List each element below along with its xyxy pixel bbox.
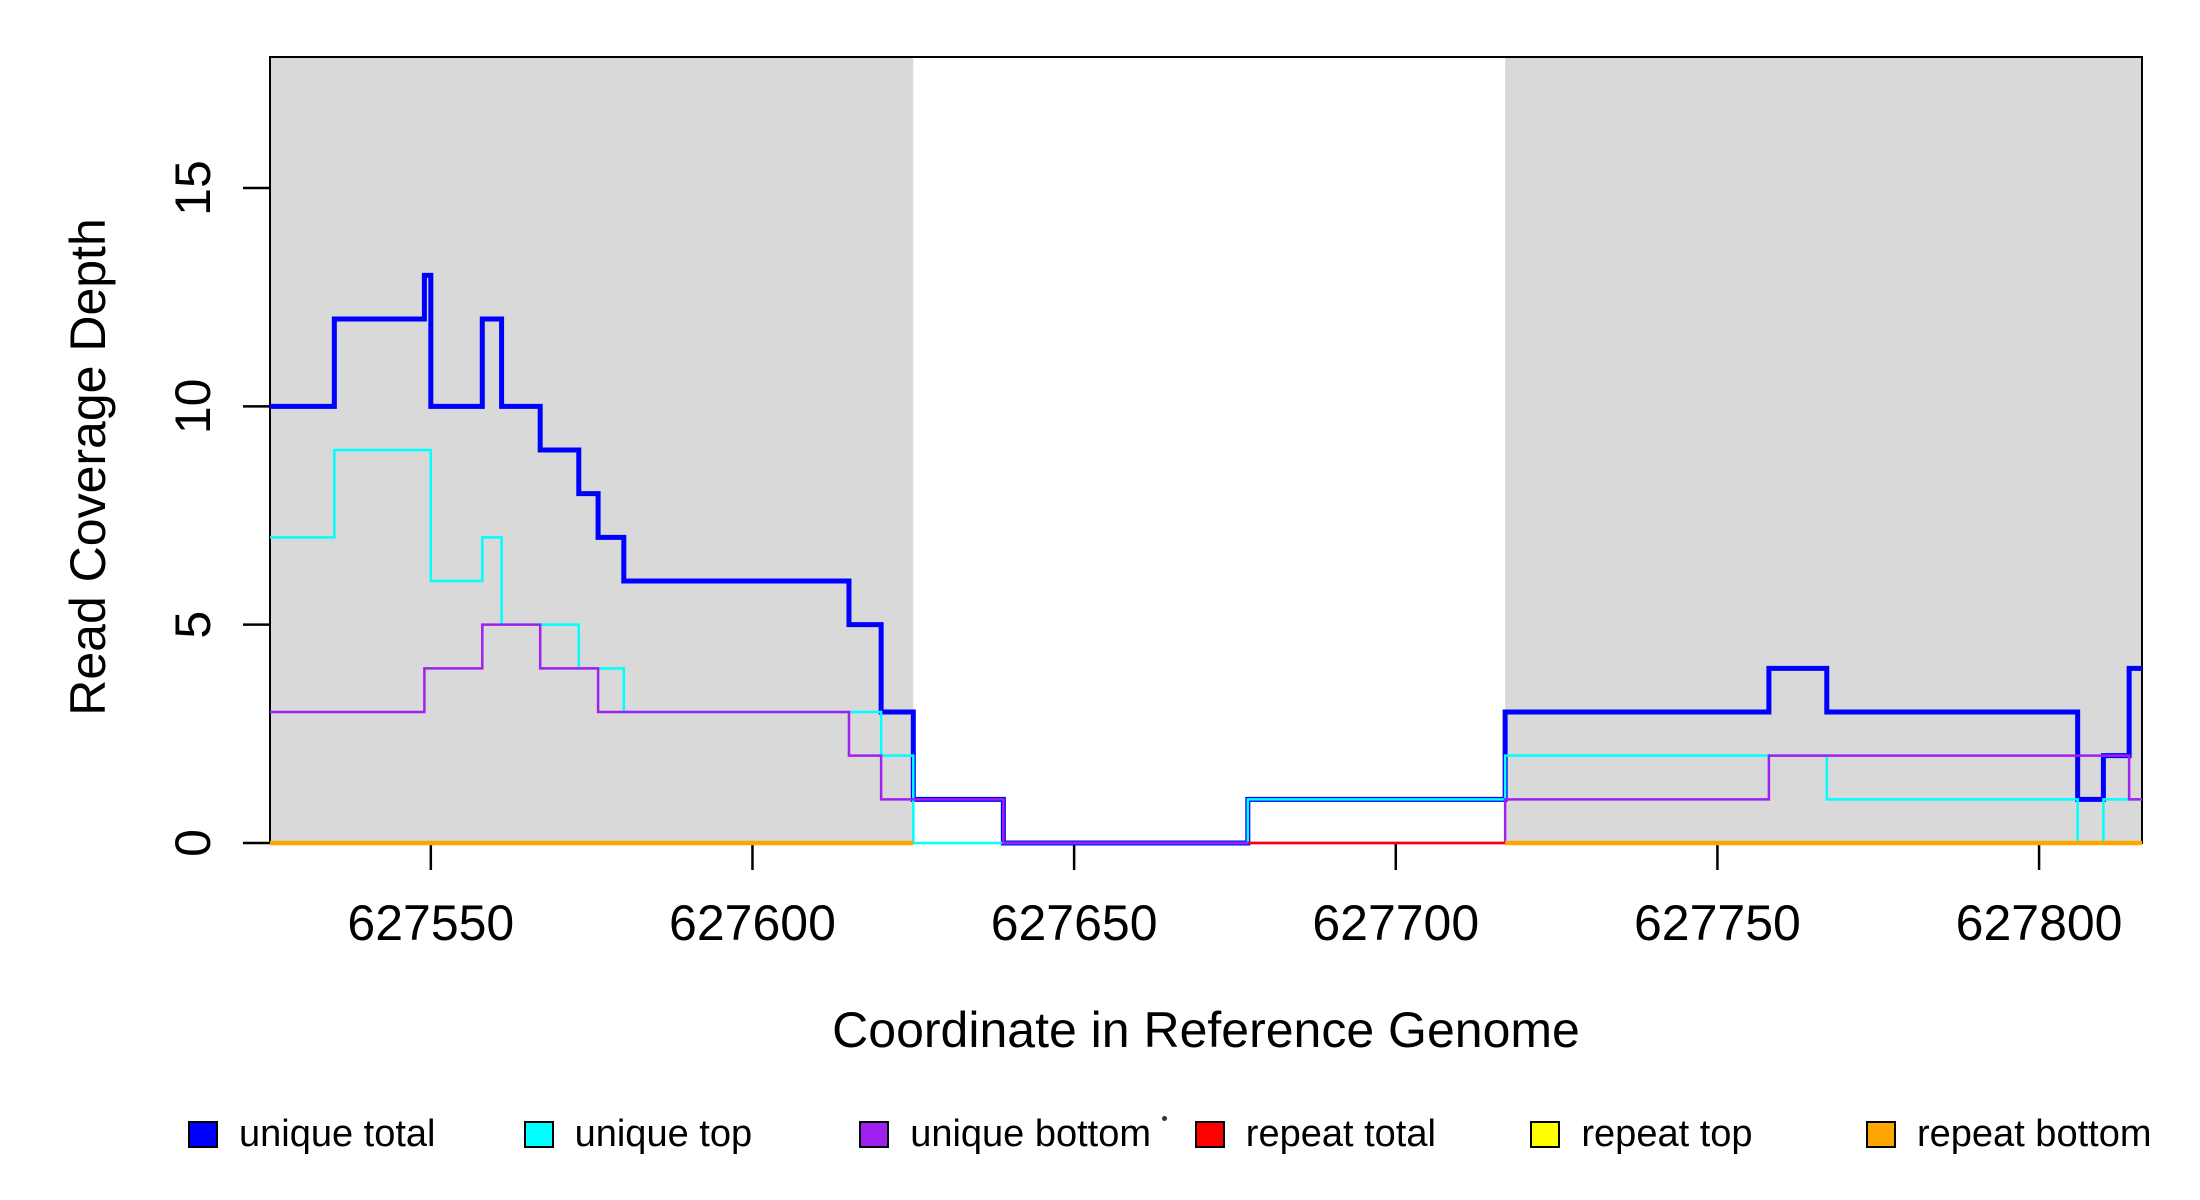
- legend-label: unique total: [239, 1112, 436, 1155]
- legend-label: repeat top: [1581, 1112, 1753, 1155]
- legend-item-repeat-bottom: repeat bottom: [1866, 1111, 2151, 1157]
- legend-swatch: [859, 1120, 890, 1148]
- x-tick-label: 627750: [1634, 895, 1801, 951]
- x-tick-label: 627600: [669, 895, 836, 951]
- legend-item-unique-top: unique top: [523, 1111, 753, 1157]
- stray-mark: [1162, 1116, 1167, 1121]
- legend-label: repeat total: [1245, 1112, 1436, 1155]
- y-tick-label: 15: [165, 160, 221, 216]
- legend-swatch: [523, 1120, 554, 1148]
- legend-swatch: [1194, 1120, 1225, 1148]
- x-axis-title: Coordinate in Reference Genome: [832, 1002, 1580, 1058]
- legend-swatch: [188, 1120, 218, 1148]
- legend-label: unique top: [574, 1112, 753, 1155]
- x-tick-label: 627700: [1312, 895, 1479, 951]
- y-tick-label: 5: [165, 611, 221, 639]
- series-unique-top: [270, 448, 2142, 845]
- legend-swatch: [1866, 1120, 1896, 1148]
- legend-item-repeat-total: repeat total: [1194, 1111, 1436, 1157]
- x-tick-label: 627800: [1956, 895, 2123, 951]
- series-unique-total: [270, 272, 2142, 846]
- x-tick-label: 627650: [991, 895, 1158, 951]
- series-unique-bottom: [270, 623, 2142, 845]
- legend-label: unique bottom: [910, 1112, 1152, 1155]
- legend-swatch: [1530, 1120, 1561, 1148]
- shaded-region: [1505, 57, 2142, 843]
- legend-item-unique-total: unique total: [188, 1111, 436, 1157]
- legend-label: repeat bottom: [1917, 1112, 2152, 1155]
- x-tick-label: 627550: [347, 895, 514, 951]
- y-axis-title: Read Coverage Depth: [60, 218, 116, 716]
- legend-item-repeat-top: repeat top: [1530, 1111, 1753, 1157]
- legend-item-unique-bottom: unique bottom: [859, 1111, 1151, 1157]
- legend: unique total unique top unique bottom repea…: [0, 1111, 2200, 1161]
- y-tick-label: 0: [165, 829, 221, 857]
- y-tick-label: 10: [165, 379, 221, 435]
